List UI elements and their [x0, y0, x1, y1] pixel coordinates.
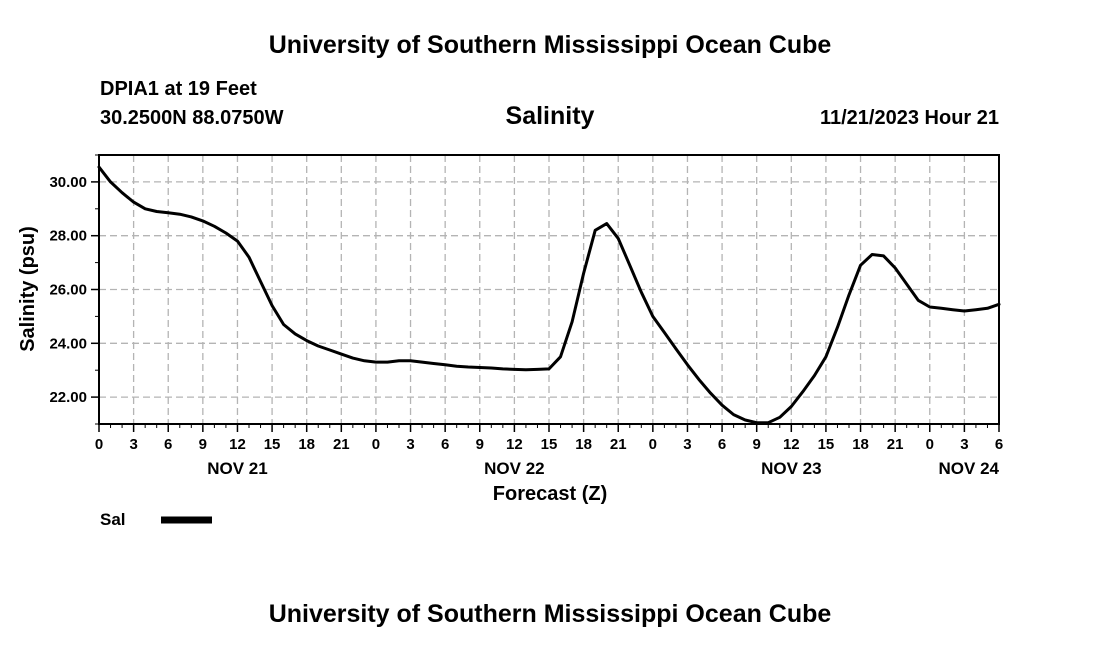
x-tick-label: 9 — [753, 436, 761, 453]
x-tick-label: 9 — [476, 436, 484, 453]
x-tick-label: 0 — [649, 436, 657, 453]
forecast-time: 11/21/2023 Hour 21 — [820, 107, 999, 129]
footer-title: University of Southern Mississippi Ocean… — [268, 600, 832, 628]
x-tick-label: 3 — [683, 436, 691, 453]
x-tick-labels: 0 3 6 9 12 15 18 21 0 3 6 9 12 15 18 21 0 3 6 9 12 15 18 21 0 3 6 — [95, 436, 1003, 453]
x-tick-label: 18 — [852, 436, 869, 453]
x-tick-label: 12 — [229, 436, 246, 453]
x-tick-label: 6 — [995, 436, 1003, 453]
y-tick-label: 30.00 — [49, 174, 87, 191]
x-tick-label: 12 — [506, 436, 523, 453]
x-tick-label: 3 — [129, 436, 137, 453]
date-label: NOV 24 — [939, 459, 1000, 478]
station-name: DPIA1 at 19 Feet — [100, 78, 257, 100]
x-tick-label: 21 — [333, 436, 350, 453]
x-tick-label: 3 — [406, 436, 414, 453]
y-tick-label: 28.00 — [49, 228, 87, 245]
y-tick-labels: 22.00 24.00 26.00 28.00 30.00 — [49, 174, 87, 406]
y-tick-label: 22.00 — [49, 389, 87, 406]
page-title: University of Southern Mississippi Ocean… — [268, 31, 832, 59]
axis-ticks — [91, 154, 1000, 432]
x-tick-label: 0 — [95, 436, 103, 453]
x-tick-label: 18 — [298, 436, 315, 453]
series-line-sal — [97, 165, 1001, 425]
legend: Sal — [100, 510, 212, 529]
x-tick-label: 12 — [783, 436, 800, 453]
chart-title: Salinity — [506, 102, 595, 130]
x-tick-label: 0 — [926, 436, 934, 453]
x-tick-label: 6 — [718, 436, 726, 453]
legend-label: Sal — [100, 510, 126, 529]
x-tick-label: 6 — [441, 436, 449, 453]
date-label: NOV 21 — [207, 459, 267, 478]
y-axis-label: Salinity (psu) — [17, 226, 39, 352]
date-label: NOV 23 — [761, 459, 821, 478]
y-tick-label: 26.00 — [49, 282, 87, 299]
station-coords: 30.2500N 88.0750W — [100, 107, 284, 129]
x-tick-label: 15 — [264, 436, 281, 453]
series-lines — [97, 165, 1001, 425]
x-tick-label: 9 — [199, 436, 207, 453]
x-tick-label: 18 — [575, 436, 592, 453]
date-label: NOV 22 — [484, 459, 544, 478]
x-tick-label: 0 — [372, 436, 380, 453]
x-tick-label: 15 — [818, 436, 835, 453]
x-tick-label: 3 — [960, 436, 968, 453]
grid-lines — [99, 155, 999, 424]
y-tick-label: 24.00 — [49, 335, 87, 352]
x-tick-label: 21 — [887, 436, 904, 453]
x-tick-label: 21 — [610, 436, 627, 453]
x-tick-label: 6 — [164, 436, 172, 453]
date-labels: NOV 21 NOV 22 NOV 23 NOV 24 — [207, 459, 999, 478]
x-axis-label: Forecast (Z) — [493, 483, 607, 505]
x-tick-label: 15 — [541, 436, 558, 453]
